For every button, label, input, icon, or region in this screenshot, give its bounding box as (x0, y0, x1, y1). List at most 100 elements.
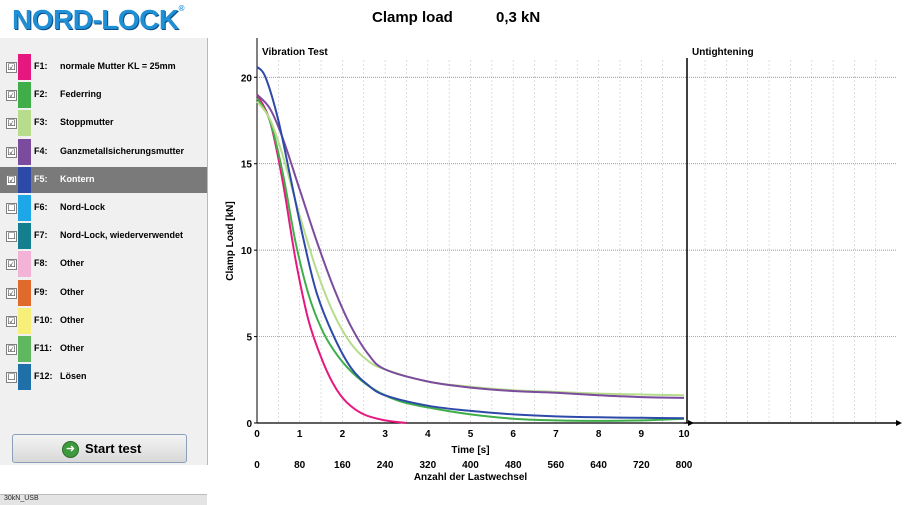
secondary-x-axis-label: Anzahl der Lastwechsel (414, 472, 528, 483)
row-checkbox[interactable]: ☐ (6, 231, 17, 243)
x-tick-label: 1 (297, 429, 303, 440)
fastener-row[interactable]: ☐ F6: Nord-Lock (0, 195, 207, 221)
x-tick-label: 6 (510, 429, 516, 440)
row-checkbox[interactable]: ☐ (6, 372, 17, 384)
x-tick-label: 10 (678, 429, 690, 440)
row-id: F1: (34, 61, 48, 71)
start-test-button[interactable]: ➜ Start test (12, 434, 187, 463)
row-color-swatch (18, 54, 31, 80)
row-color-swatch (18, 82, 31, 109)
clamp-load-label: Clamp load (372, 9, 453, 26)
series-line-5 (256, 66, 685, 420)
row-name: normale Mutter KL = 25mm (60, 61, 176, 71)
row-color-swatch (18, 336, 31, 362)
row-id: F12: (34, 371, 53, 382)
y-tick-label: 0 (246, 419, 252, 430)
clamp-load-chart: Vibration Test Untightening05101520Clamp … (225, 38, 902, 483)
row-name: Other (60, 258, 85, 269)
secondary-x-tick-label: 800 (676, 460, 693, 471)
row-id: F7: (34, 230, 48, 241)
row-name: Other (60, 286, 85, 297)
row-name: Ganzmetallsicherungsmutter (60, 145, 185, 156)
status-bar: 30kN_USB (0, 494, 207, 505)
row-id: F6: (34, 202, 48, 212)
row-checkbox[interactable]: ☑ (6, 315, 17, 327)
row-name: Other (60, 343, 85, 353)
row-id: F9: (34, 286, 48, 297)
start-test-label: Start test (85, 441, 142, 456)
row-checkbox[interactable]: ☑ (6, 344, 17, 355)
secondary-x-tick-label: 720 (633, 460, 650, 471)
row-name: Nord-Lock, wiederverwendet (60, 230, 184, 241)
series-line-1 (256, 94, 407, 424)
secondary-x-tick-label: 80 (294, 460, 306, 471)
x-tick-label: 2 (340, 429, 346, 440)
row-color-swatch (18, 195, 31, 221)
series-line-4 (256, 93, 685, 399)
secondary-x-tick-label: 640 (590, 460, 607, 471)
secondary-x-tick-label: 0 (254, 460, 260, 471)
y-axis-label: Clamp Load [kN] (225, 201, 236, 280)
row-checkbox[interactable]: ☑ (6, 287, 17, 299)
row-color-swatch (18, 223, 31, 250)
row-id: F3: (34, 117, 48, 128)
row-id: F10: (34, 314, 53, 325)
y-tick-label: 15 (241, 160, 253, 171)
row-color-swatch (18, 166, 31, 193)
x-tick-label: 8 (596, 429, 602, 440)
x-axis-arrow (688, 420, 694, 426)
fastener-row[interactable]: ☑ F5: Kontern (0, 166, 207, 193)
row-checkbox[interactable]: ☑ (6, 62, 17, 73)
fastener-row[interactable]: ☑ F4: Ganzmetallsicherungsmutter (0, 138, 207, 165)
fastener-row[interactable]: ☑ F9: Other (0, 279, 207, 306)
row-color-swatch (18, 307, 31, 334)
secondary-x-tick-label: 480 (505, 460, 522, 471)
x-axis-arrow (896, 420, 902, 426)
row-color-swatch (18, 110, 31, 137)
row-checkbox[interactable]: ☑ (6, 118, 17, 130)
row-name: Federring (60, 89, 102, 100)
row-name: Other (60, 314, 85, 325)
secondary-x-tick-label: 400 (462, 460, 479, 471)
y-tick-label: 20 (241, 73, 253, 84)
clamp-load-value: 0,3 kN (496, 9, 541, 26)
row-checkbox[interactable]: ☐ (6, 203, 17, 214)
row-id: F11: (34, 343, 53, 353)
arrow-right-icon: ➜ (62, 441, 79, 458)
row-name: Stoppmutter (60, 117, 114, 128)
app-header: NORD-LOCK® Clamp load 0,3 kN (0, 0, 908, 36)
row-checkbox[interactable]: ☑ (6, 146, 17, 158)
x-tick-label: 5 (468, 429, 474, 440)
fastener-row[interactable]: ☐ F7: Nord-Lock, wiederverwendet (0, 223, 207, 250)
x-tick-label: 3 (382, 429, 388, 440)
row-name: Nord-Lock (60, 202, 105, 212)
y-tick-label: 5 (246, 333, 252, 344)
y-tick-label: 10 (241, 246, 253, 257)
x-axis-label: Time [s] (451, 445, 489, 456)
row-checkbox[interactable]: ☑ (6, 174, 17, 186)
fastener-row[interactable]: ☑ F8: Other (0, 251, 207, 278)
row-color-swatch (18, 279, 31, 306)
fastener-row[interactable]: ☑ F1: normale Mutter KL = 25mm (0, 54, 207, 80)
x-tick-label: 4 (425, 429, 431, 440)
x-tick-label: 0 (254, 429, 260, 440)
x-tick-label: 7 (553, 429, 559, 440)
row-name: Lösen (60, 371, 87, 382)
row-id: F4: (34, 145, 48, 156)
fastener-row[interactable]: ☑ F2: Federring (0, 82, 207, 109)
row-color-swatch (18, 138, 31, 165)
row-checkbox[interactable]: ☑ (6, 259, 17, 271)
fastener-row[interactable]: ☑ F10: Other (0, 307, 207, 334)
row-checkbox[interactable]: ☑ (6, 90, 17, 102)
secondary-x-tick-label: 160 (334, 460, 351, 471)
secondary-x-tick-label: 240 (377, 460, 394, 471)
fastener-row[interactable]: ☐ F12: Lösen (0, 364, 207, 391)
fastener-row[interactable]: ☑ F3: Stoppmutter (0, 110, 207, 137)
row-color-swatch (18, 364, 31, 391)
row-id: F2: (34, 89, 48, 100)
row-color-swatch (18, 251, 31, 278)
x-tick-label: 9 (639, 429, 645, 440)
fastener-row[interactable]: ☑ F11: Other (0, 336, 207, 362)
status-text: 30kN_USB (4, 495, 39, 502)
secondary-x-tick-label: 560 (548, 460, 565, 471)
